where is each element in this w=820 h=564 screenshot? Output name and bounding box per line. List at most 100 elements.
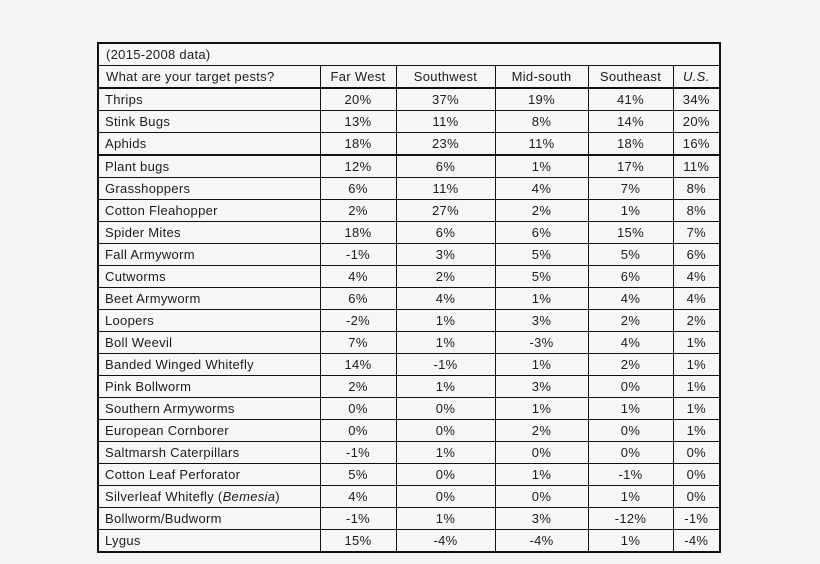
column-header-far-west: Far West (319, 65, 397, 89)
pest-name-cell: Thrips (97, 87, 321, 111)
column-header-southeast: Southeast (587, 65, 674, 89)
value-cell: 1% (672, 375, 721, 398)
table-row: Fall Armyworm -1% 3% 5% 5% 6% (97, 243, 721, 266)
table-row: Stink Bugs 13% 11% 8% 14% 20% (97, 110, 721, 133)
value-cell: -3% (494, 331, 589, 354)
table-row: Loopers -2% 1% 3% 2% 2% (97, 309, 721, 332)
value-cell: 6% (319, 177, 397, 200)
value-cell: 16% (672, 132, 721, 156)
value-cell: 1% (494, 287, 589, 310)
value-cell: 7% (672, 221, 721, 244)
value-cell: 2% (672, 309, 721, 332)
pest-name-cell: Spider Mites (97, 221, 321, 244)
value-cell: 5% (494, 265, 589, 288)
table-header-row: What are your target pests? Far West Sou… (97, 65, 721, 89)
value-cell: 3% (494, 507, 589, 530)
value-cell: 1% (672, 397, 721, 420)
value-cell: 1% (587, 529, 674, 553)
value-cell: -1% (319, 441, 397, 464)
value-cell: 4% (395, 287, 496, 310)
value-cell: 3% (494, 309, 589, 332)
value-cell: 7% (319, 331, 397, 354)
value-cell: 4% (319, 265, 397, 288)
value-cell: 17% (587, 154, 674, 178)
value-cell: -1% (319, 507, 397, 530)
value-cell: 0% (395, 485, 496, 508)
value-cell: 0% (319, 397, 397, 420)
value-cell: 4% (587, 331, 674, 354)
table-row: Spider Mites 18% 6% 6% 15% 7% (97, 221, 721, 244)
value-cell: 18% (319, 221, 397, 244)
value-cell: 1% (395, 441, 496, 464)
value-cell: 0% (672, 441, 721, 464)
column-header-mid-south: Mid-south (494, 65, 589, 89)
value-cell: 15% (587, 221, 674, 244)
table-row: European Cornborer 0% 0% 2% 0% 1% (97, 419, 721, 442)
table-row: Boll Weevil 7% 1% -3% 4% 1% (97, 331, 721, 354)
value-cell: 0% (672, 485, 721, 508)
value-cell: 3% (395, 243, 496, 266)
value-cell: 4% (672, 287, 721, 310)
table-row: Cotton Fleahopper 2% 27% 2% 1% 8% (97, 199, 721, 222)
table-caption: (2015-2008 data) (97, 42, 721, 66)
value-cell: 1% (395, 507, 496, 530)
pest-name-cell: Stink Bugs (97, 110, 321, 133)
value-cell: 18% (319, 132, 397, 156)
value-cell: 2% (587, 353, 674, 376)
value-cell: 27% (395, 199, 496, 222)
value-cell: 15% (319, 529, 397, 553)
column-header-question: What are your target pests? (97, 65, 321, 89)
pest-name-cell: European Cornborer (97, 419, 321, 442)
value-cell: 6% (395, 154, 496, 178)
table-head: (2015-2008 data) What are your target pe… (97, 42, 721, 89)
table-row: Bollworm/Budworm -1% 1% 3% -12% -1% (97, 507, 721, 530)
column-header-southwest: Southwest (395, 65, 496, 89)
value-cell: 19% (494, 87, 589, 111)
value-cell: 3% (494, 375, 589, 398)
value-cell: 20% (319, 87, 397, 111)
pest-name-cell: Banded Winged Whitefly (97, 353, 321, 376)
value-cell: 1% (672, 419, 721, 442)
pest-name-cell: Beet Armyworm (97, 287, 321, 310)
value-cell: -1% (395, 353, 496, 376)
value-cell: 5% (587, 243, 674, 266)
table-row: Pink Bollworm 2% 1% 3% 0% 1% (97, 375, 721, 398)
value-cell: 1% (494, 397, 589, 420)
table-row: Saltmarsh Caterpillars -1% 1% 0% 0% 0% (97, 441, 721, 464)
table-row: Southern Armyworms 0% 0% 1% 1% 1% (97, 397, 721, 420)
value-cell: 0% (587, 419, 674, 442)
value-cell: 4% (319, 485, 397, 508)
value-cell: 0% (587, 375, 674, 398)
value-cell: 11% (672, 154, 721, 178)
value-cell: 0% (319, 419, 397, 442)
value-cell: 1% (587, 199, 674, 222)
table-row: Beet Armyworm 6% 4% 1% 4% 4% (97, 287, 721, 310)
table-row: Silverleaf Whitefly (Bemesia) 4% 0% 0% 1% 0% (97, 485, 721, 508)
value-cell: -12% (587, 507, 674, 530)
value-cell: 6% (319, 287, 397, 310)
pest-name-cell: Grasshoppers (97, 177, 321, 200)
pest-data-table: (2015-2008 data) What are your target pe… (97, 42, 722, 553)
pest-name-cell: Southern Armyworms (97, 397, 321, 420)
value-cell: 2% (587, 309, 674, 332)
value-cell: 2% (319, 199, 397, 222)
pest-name-cell: Cotton Leaf Perforator (97, 463, 321, 486)
value-cell: -1% (672, 507, 721, 530)
column-header-us: U.S. (672, 65, 721, 89)
value-cell: 41% (587, 87, 674, 111)
table-row: Thrips 20% 37% 19% 41% 34% (97, 87, 721, 111)
value-cell: 1% (395, 309, 496, 332)
pest-name-cell: Boll Weevil (97, 331, 321, 354)
pest-name-cell: Pink Bollworm (97, 375, 321, 398)
value-cell: 37% (395, 87, 496, 111)
value-cell: 1% (494, 353, 589, 376)
pest-name-cell: Aphids (97, 132, 321, 156)
value-cell: -4% (395, 529, 496, 553)
pest-name-cell: Cutworms (97, 265, 321, 288)
value-cell: -1% (319, 243, 397, 266)
value-cell: 1% (587, 485, 674, 508)
table-row: Grasshoppers 6% 11% 4% 7% 8% (97, 177, 721, 200)
value-cell: 0% (494, 441, 589, 464)
value-cell: 0% (494, 485, 589, 508)
